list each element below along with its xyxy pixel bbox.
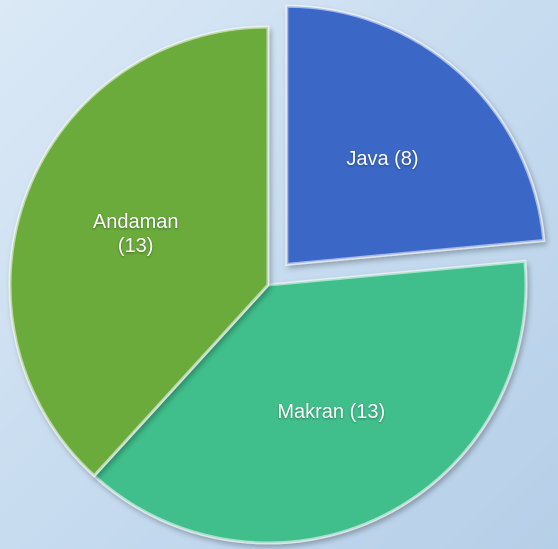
pie-slice (92, 259, 528, 545)
data-label: Andaman (13) (92, 210, 179, 257)
pie-slice (8, 25, 270, 478)
data-label: Java (8) (346, 148, 419, 171)
pie-slice (285, 4, 546, 266)
data-label: Makran (13) (277, 401, 386, 424)
